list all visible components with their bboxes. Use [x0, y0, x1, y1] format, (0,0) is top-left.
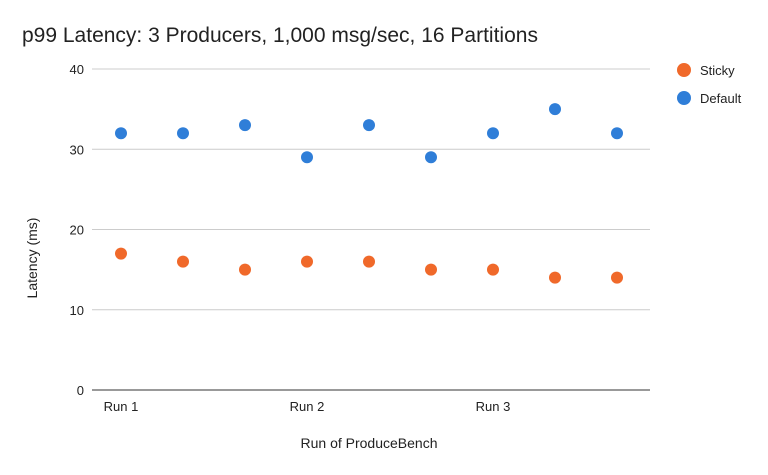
- x-tick-label: Run 1: [104, 399, 139, 414]
- legend-label-default: Default: [700, 91, 742, 106]
- legend-label-sticky: Sticky: [700, 63, 735, 78]
- data-point-default: [611, 127, 623, 140]
- data-point-sticky: [115, 247, 127, 260]
- gridlines: [92, 68, 650, 391]
- data-point-default: [177, 127, 189, 140]
- legend-marker-sticky: [677, 63, 691, 77]
- data-point-sticky: [177, 255, 189, 268]
- data-point-sticky: [239, 263, 251, 276]
- data-point-sticky: [363, 255, 375, 268]
- data-point-sticky: [301, 255, 313, 268]
- y-tick-label: 10: [70, 303, 84, 318]
- y-axis-ticks: 0 10 20 30 40: [70, 62, 84, 398]
- data-point-sticky: [425, 263, 437, 276]
- legend: Sticky Default: [677, 63, 742, 106]
- data-point-default: [549, 103, 561, 116]
- chart-title: p99 Latency: 3 Producers, 1,000 msg/sec,…: [22, 24, 538, 47]
- data-point-sticky: [487, 263, 499, 276]
- series-sticky: [115, 247, 623, 284]
- data-point-default: [487, 127, 499, 140]
- x-tick-label: Run 2: [290, 399, 325, 414]
- data-points: [115, 103, 623, 284]
- data-point-default: [363, 119, 375, 132]
- data-point-sticky: [611, 271, 623, 284]
- y-tick-label: 0: [77, 383, 84, 398]
- y-axis-label: Latency (ms): [24, 218, 40, 299]
- y-tick-label: 20: [70, 223, 84, 238]
- series-default: [115, 103, 623, 164]
- data-point-default: [115, 127, 127, 140]
- x-tick-label: Run 3: [476, 399, 511, 414]
- x-axis-label: Run of ProduceBench: [301, 435, 438, 451]
- data-point-default: [425, 151, 437, 164]
- y-tick-label: 30: [70, 142, 84, 157]
- data-point-sticky: [549, 271, 561, 284]
- data-point-default: [239, 119, 251, 132]
- x-axis-ticks: Run 1 Run 2 Run 3: [104, 399, 511, 414]
- legend-marker-default: [677, 91, 691, 105]
- y-tick-label: 40: [70, 62, 84, 77]
- data-point-default: [301, 151, 313, 164]
